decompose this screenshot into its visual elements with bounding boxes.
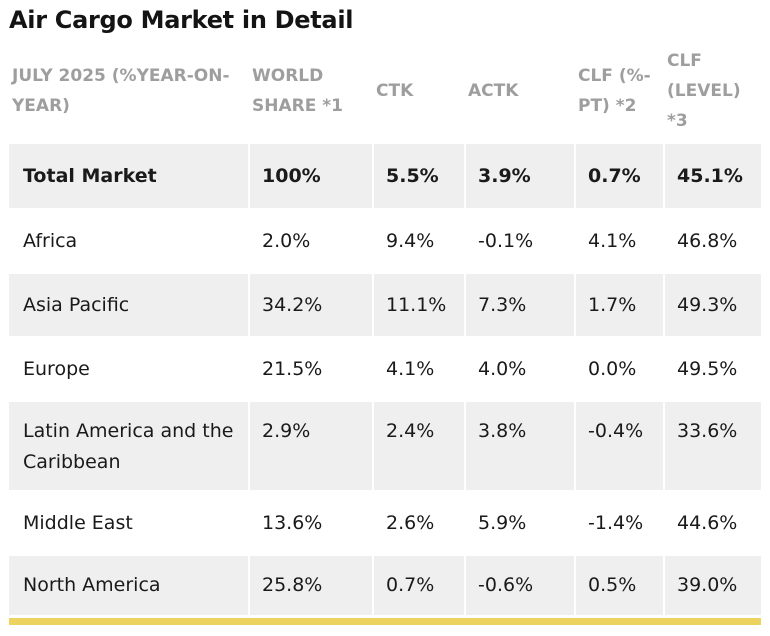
cell-ctk: 11.1% — [373, 273, 466, 338]
cell-ctk: 2.4% — [373, 401, 466, 492]
cell-world-share: 13.6% — [249, 491, 374, 556]
cell-ctk: 2.6% — [373, 491, 466, 556]
cell-clf-pt: 4.1% — [575, 209, 665, 274]
cell-actk: 7.3% — [465, 273, 576, 338]
cell-region: Middle East — [9, 491, 250, 556]
cell-clf-level: 45.1% — [664, 144, 761, 210]
cell-clf-pt: -0.4% — [575, 401, 665, 492]
cell-world-share: 25.8% — [249, 555, 374, 617]
cell-region: Asia Pacific — [9, 273, 250, 338]
cell-world-share: 34.2% — [249, 273, 374, 338]
cell-region: Latin America and the Caribbean — [9, 401, 250, 492]
cell-region: Total Market — [9, 144, 250, 210]
cell-ctk: 0.7% — [373, 555, 466, 617]
cell-clf-level: 49.5% — [664, 337, 761, 402]
cell-world-share: 2.0% — [249, 209, 374, 274]
table-row-europe: Europe 21.5% 4.1% 4.0% 0.0% 49.5% — [9, 337, 761, 402]
table-row-north-america: North America 25.8% 0.7% -0.6% 0.5% 39.0… — [9, 555, 761, 617]
cell-world-share: 100% — [249, 144, 374, 210]
cell-actk: 4.0% — [465, 337, 576, 402]
cell-clf-level: 44.6% — [664, 491, 761, 556]
table-row-latin-america: Latin America and the Caribbean 2.9% 2.4… — [9, 401, 761, 492]
header-ctk: CTK — [376, 81, 414, 101]
cell-clf-pt: 1.7% — [575, 273, 665, 338]
table-header-row: JULY 2025 (%YEAR-ON-YEAR) WORLD SHARE *1… — [9, 46, 761, 144]
cell-clf-pt: 0.0% — [575, 337, 665, 402]
cell-region: Europe — [9, 337, 250, 402]
header-clf-level: CLF (LEVEL) *3 — [667, 51, 741, 131]
cell-actk: 3.9% — [465, 144, 576, 210]
cell-clf-pt: -1.4% — [575, 491, 665, 556]
header-period: JULY 2025 (%YEAR-ON-YEAR) — [12, 66, 230, 116]
cell-world-share: 2.9% — [249, 401, 374, 492]
cell-actk: -0.1% — [465, 209, 576, 274]
cell-clf-pt: 0.5% — [575, 555, 665, 617]
cell-region: Africa — [9, 209, 250, 274]
table-row-total-market: Total Market 100% 5.5% 3.9% 0.7% 45.1% — [9, 144, 761, 210]
cell-clf-level: 49.3% — [664, 273, 761, 338]
accent-bar — [9, 618, 761, 625]
air-cargo-table: JULY 2025 (%YEAR-ON-YEAR) WORLD SHARE *1… — [9, 46, 761, 617]
cell-world-share: 21.5% — [249, 337, 374, 402]
cell-ctk: 5.5% — [373, 144, 466, 210]
cell-clf-level: 33.6% — [664, 401, 761, 492]
header-clf-pt: CLF (%-PT) *2 — [578, 66, 651, 116]
cell-clf-level: 46.8% — [664, 209, 761, 274]
cell-region: North America — [9, 555, 250, 617]
table-row-asia-pacific: Asia Pacific 34.2% 11.1% 7.3% 1.7% 49.3% — [9, 273, 761, 338]
header-world-share: WORLD SHARE *1 — [252, 66, 343, 116]
table-row-africa: Africa 2.0% 9.4% -0.1% 4.1% 46.8% — [9, 209, 761, 274]
cell-actk: -0.6% — [465, 555, 576, 617]
cell-actk: 5.9% — [465, 491, 576, 556]
cell-ctk: 4.1% — [373, 337, 466, 402]
cell-ctk: 9.4% — [373, 209, 466, 274]
cell-actk: 3.8% — [465, 401, 576, 492]
table-row-middle-east: Middle East 13.6% 2.6% 5.9% -1.4% 44.6% — [9, 491, 761, 556]
page-title: Air Cargo Market in Detail — [9, 6, 354, 34]
cell-clf-pt: 0.7% — [575, 144, 665, 210]
cell-clf-level: 39.0% — [664, 555, 761, 617]
header-actk: ACTK — [468, 81, 519, 101]
